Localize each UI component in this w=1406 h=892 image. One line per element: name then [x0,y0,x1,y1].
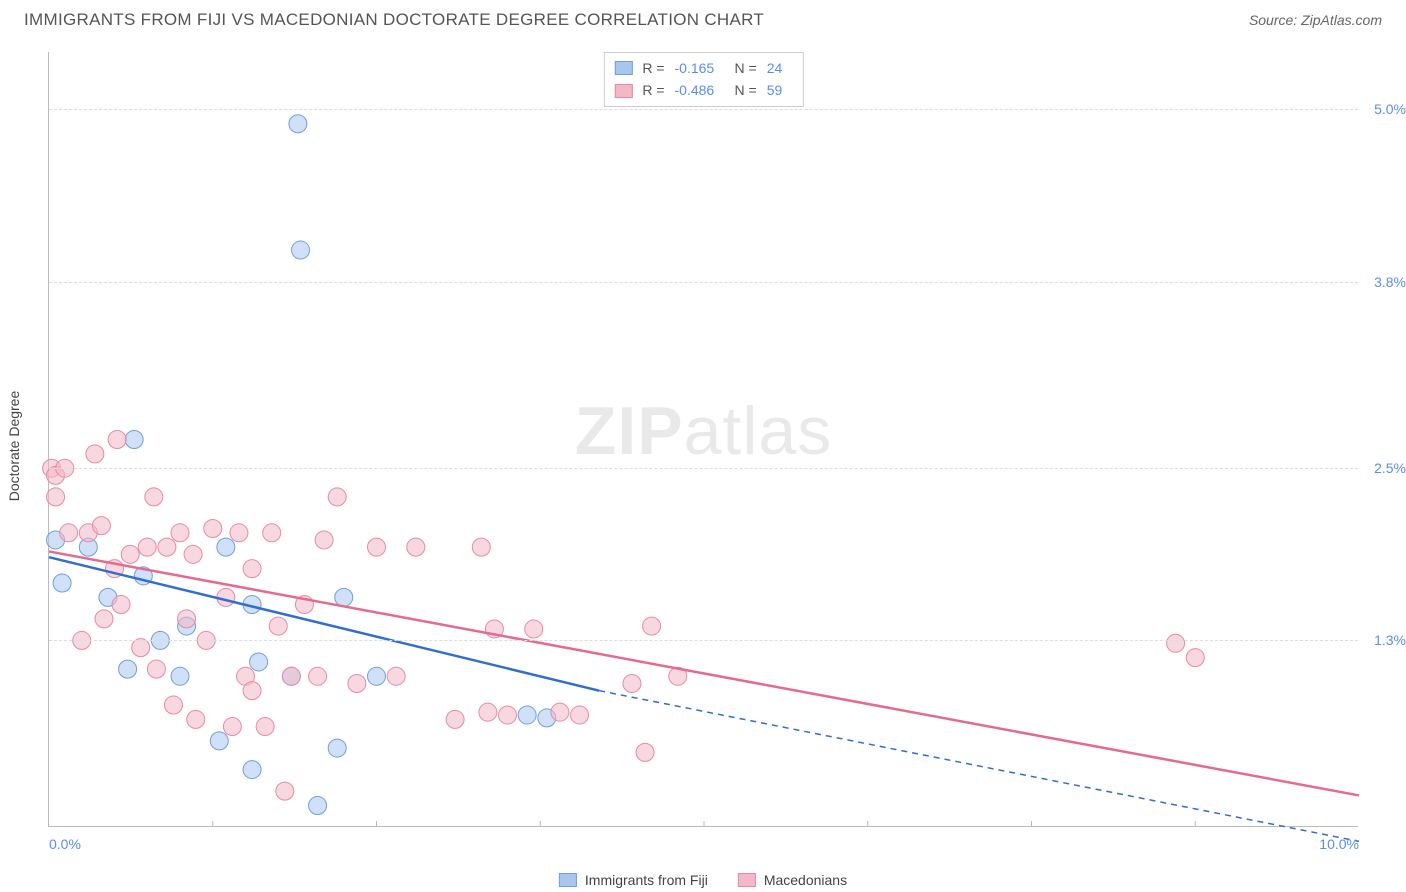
data-point [472,538,490,556]
data-point [263,524,281,542]
data-point [125,431,143,449]
data-point [315,531,333,549]
x-tick-label: 10.0% [1319,836,1359,852]
data-point [158,538,176,556]
y-tick-label: 5.0% [1362,101,1406,117]
data-point [309,796,327,814]
data-point [250,653,268,671]
data-point [53,574,71,592]
trend-line-extrapolated [599,691,1359,842]
chart-title: IMMIGRANTS FROM FIJI VS MACEDONIAN DOCTO… [24,10,764,30]
gridline-h [49,468,1358,469]
legend-item: Macedonians [738,872,847,888]
data-point [551,703,569,721]
data-point [145,488,163,506]
data-point [1167,634,1185,652]
data-point [95,610,113,628]
data-point [147,660,165,678]
data-point [479,703,497,721]
data-point [47,488,65,506]
data-point [243,560,261,578]
gridline-h [49,282,1358,283]
data-point [328,739,346,757]
y-tick-label: 3.8% [1362,274,1406,290]
data-point [276,782,294,800]
y-axis-title: Doctorate Degree [6,391,22,502]
data-point [171,667,189,685]
legend-label: Macedonians [764,872,847,888]
legend-swatch [738,873,756,887]
data-point [269,617,287,635]
gridline-h [49,109,1358,110]
data-point [282,667,300,685]
legend-item: Immigrants from Fiji [559,872,708,888]
y-tick-label: 2.5% [1362,460,1406,476]
data-point [230,524,248,542]
data-point [309,667,327,685]
source-attribution: Source: ZipAtlas.com [1249,12,1382,28]
data-point [368,538,386,556]
data-point [446,710,464,728]
data-point [184,545,202,563]
data-point [623,674,641,692]
data-point [243,682,261,700]
data-point [499,706,517,724]
data-point [60,524,78,542]
legend-swatch [559,873,577,887]
data-point [217,538,235,556]
data-point [289,115,307,133]
data-point [92,517,110,535]
data-point [119,660,137,678]
data-point [525,620,543,638]
data-point [223,718,241,736]
data-point [518,706,536,724]
x-tick-label: 0.0% [49,836,81,852]
data-point [86,445,104,463]
scatter-svg [49,52,1358,826]
data-point [204,519,222,537]
data-point [328,488,346,506]
data-point [292,241,310,259]
data-point [121,545,139,563]
y-tick-label: 1.3% [1362,632,1406,648]
data-point [368,667,386,685]
data-point [643,617,661,635]
data-point [210,732,228,750]
data-point [256,718,274,736]
data-point [571,706,589,724]
data-point [636,743,654,761]
data-point [164,696,182,714]
gridline-h [49,640,1358,641]
data-point [171,524,189,542]
chart-plot-area: ZIPatlas R =-0.165N =24R =-0.486N =59 1.… [48,52,1358,827]
data-point [112,596,130,614]
data-point [387,667,405,685]
data-point [243,761,261,779]
data-point [348,674,366,692]
series-legend: Immigrants from Fiji Macedonians [559,872,847,888]
data-point [1186,649,1204,667]
data-point [407,538,425,556]
legend-label: Immigrants from Fiji [585,872,708,888]
data-point [178,610,196,628]
data-point [187,710,205,728]
data-point [335,588,353,606]
data-point [108,431,126,449]
data-point [138,538,156,556]
